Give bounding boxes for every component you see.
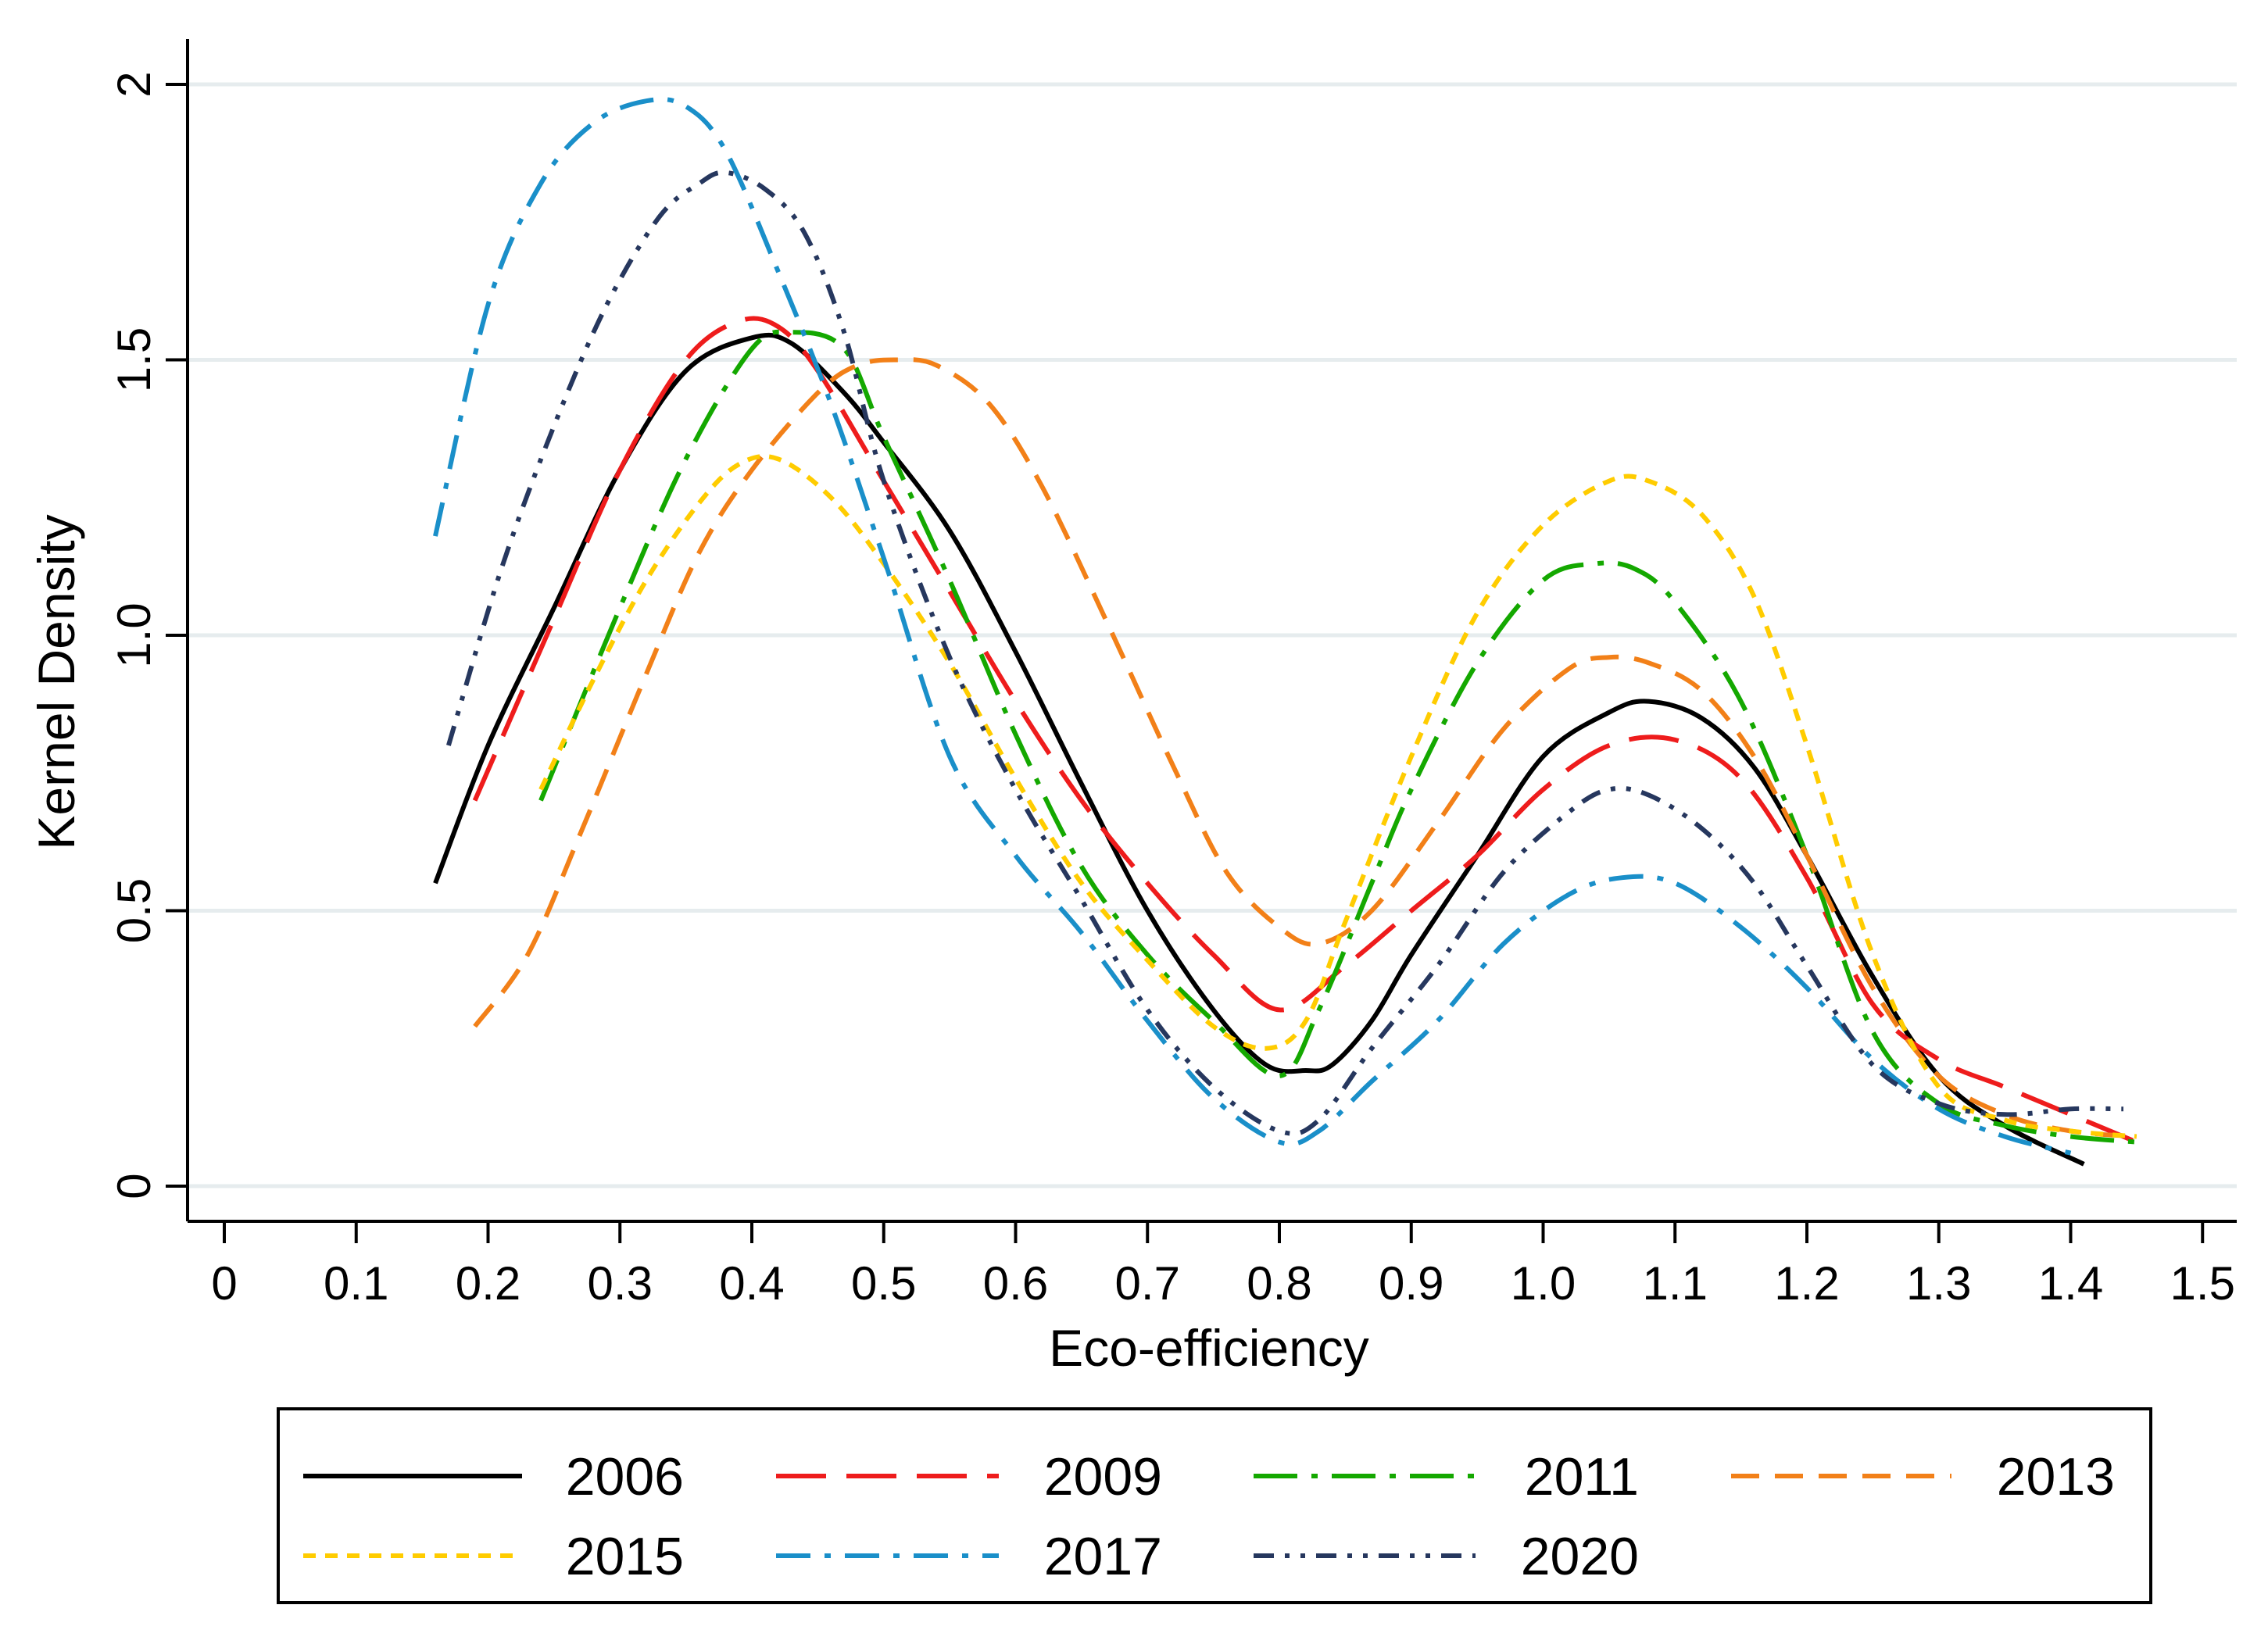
x-tick-label: 0 [211, 1257, 237, 1310]
series-line-2017 [433, 97, 2072, 1156]
x-tick-label: 1.5 [2170, 1257, 2235, 1310]
y-axis-title: Kernel Density [27, 514, 85, 849]
x-tick-label: 0.3 [588, 1257, 653, 1310]
y-tick-label: 1.5 [108, 327, 160, 392]
legend-label-2015: 2015 [566, 1527, 684, 1586]
y-tick-label: 1.0 [108, 602, 160, 667]
x-tick-label: 1.0 [1511, 1257, 1576, 1310]
series-line-2013 [473, 357, 2137, 1139]
x-tick-label: 0.5 [851, 1257, 916, 1310]
x-axis-title: Eco-efficiency [1049, 1319, 1369, 1377]
x-tick-label: 0.9 [1379, 1257, 1443, 1310]
x-tick-label: 0.7 [1115, 1257, 1180, 1310]
series-line-2020 [446, 170, 2124, 1136]
legend-label-2017: 2017 [1044, 1527, 1162, 1586]
legend-label-2011: 2011 [1525, 1447, 1639, 1507]
x-tick-label: 0.4 [719, 1257, 784, 1310]
x-tick-label: 0.6 [983, 1257, 1048, 1310]
x-tick-label: 1.3 [1906, 1257, 1971, 1310]
gridlines [188, 82, 2237, 1188]
legend-label-2009: 2009 [1044, 1447, 1162, 1507]
y-tick-label: 0 [108, 1173, 160, 1199]
x-tick-label: 1.1 [1643, 1257, 1708, 1310]
x-tick-label: 0.8 [1247, 1257, 1311, 1310]
y-tick-label: 2 [108, 71, 160, 97]
series-line-2015 [538, 454, 2137, 1139]
legend-label-2020: 2020 [1521, 1527, 1639, 1586]
axes: 0 0.5 1.0 1.5 2 0 0.1 0.2 0.3 0.4 0.5 0.6 0.7 0.8 0.9… [108, 39, 2237, 1310]
x-tick-label: 1.2 [1774, 1257, 1839, 1310]
legend: 2006 2009 2011 2013 2015 2017 2020 [277, 1407, 2152, 1604]
series-lines [433, 97, 2138, 1167]
y-axis-ticks: 0 0.5 1.0 1.5 2 [108, 71, 188, 1199]
x-tick-label: 0.1 [324, 1257, 388, 1310]
x-tick-label: 0.2 [456, 1257, 520, 1310]
y-tick-label: 0.5 [108, 878, 160, 943]
series-line-2006 [433, 332, 2085, 1167]
x-axis-ticks: 0 0.1 0.2 0.3 0.4 0.5 0.6 0.7 0.8 0.9 1.0 1.1 1.2 1.3… [211, 1221, 2235, 1310]
series-line-2011 [538, 329, 2137, 1145]
x-tick-label: 1.4 [2038, 1257, 2103, 1310]
legend-frame [277, 1407, 2152, 1604]
legend-label-2006: 2006 [566, 1447, 684, 1507]
legend-label-2013: 2013 [1997, 1447, 2115, 1507]
